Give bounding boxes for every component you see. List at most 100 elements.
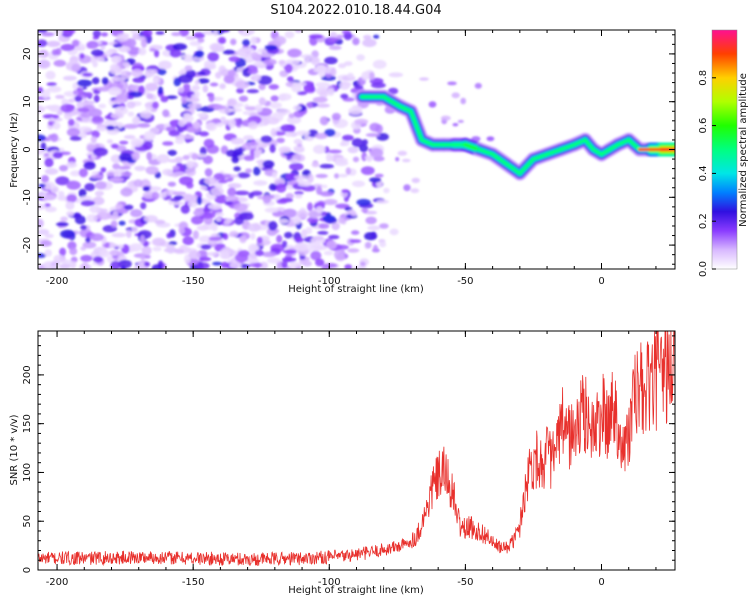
heatmap-cell — [90, 174, 104, 179]
heatmap-cell — [313, 144, 326, 154]
heatmap-cell — [247, 223, 261, 232]
heatmap-cell — [224, 195, 239, 202]
heatmap-cell — [331, 112, 341, 121]
heatmap-cell — [77, 79, 92, 87]
heatmap-cell — [191, 215, 204, 225]
heatmap-cell — [460, 97, 467, 105]
heatmap-cell — [327, 149, 342, 154]
heatmap-cell — [104, 242, 110, 249]
heatmap-cell — [208, 203, 223, 210]
heatmap-cell — [350, 212, 358, 217]
heatmap-cell — [258, 83, 266, 91]
heatmap-cell — [44, 157, 54, 168]
heatmap-cell — [98, 103, 107, 109]
heatmap-cell — [118, 220, 126, 226]
heatmap-cell — [166, 244, 176, 254]
heatmap-cell — [368, 72, 375, 81]
heatmap-cell — [105, 125, 115, 131]
heatmap-cell — [157, 86, 164, 95]
heatmap-cell — [315, 258, 325, 267]
heatmap-cell — [145, 82, 159, 92]
x-tick-label: -50 — [457, 577, 473, 588]
heatmap-cell — [331, 222, 340, 231]
heatmap-cell — [263, 58, 277, 66]
heatmap-cell — [183, 134, 195, 140]
heatmap-cell — [167, 181, 176, 187]
heatmap-cell — [109, 249, 118, 257]
heatmap-cell — [268, 183, 278, 191]
heatmap-cell — [133, 179, 143, 188]
heatmap-cell — [191, 85, 200, 91]
heatmap-cell — [81, 115, 91, 123]
colorbar-tick-label: 0.2 — [698, 213, 709, 229]
heatmap-cell — [114, 106, 129, 115]
heatmap-cell — [167, 159, 183, 163]
heatmap-cell — [192, 230, 199, 240]
heatmap-cell — [316, 206, 324, 214]
heatmap-cell — [307, 173, 314, 183]
spectrogram-ticks: -200 -150 -100 -50 0 20 10 0 -10 -20 — [22, 30, 675, 287]
heatmap-cell — [99, 249, 110, 258]
heatmap-cell — [197, 78, 210, 84]
heatmap-cell — [91, 116, 103, 123]
heatmap-cell — [38, 218, 44, 228]
heatmap-cell — [48, 134, 56, 139]
heatmap-cell — [206, 252, 218, 256]
heatmap-cell — [315, 64, 326, 73]
colorbar-tick-label: 0.4 — [698, 165, 709, 181]
heatmap-cell — [107, 172, 115, 177]
heatmap-cell — [42, 181, 56, 190]
heatmap-cell — [142, 30, 153, 37]
heatmap-cell — [78, 126, 92, 133]
heatmap-cell — [360, 166, 375, 176]
heatmap-cell — [167, 149, 177, 156]
heatmap-cell — [278, 146, 292, 154]
heatmap-cell — [402, 158, 411, 163]
heatmap-cell — [180, 204, 190, 214]
heatmap-cell — [38, 192, 47, 198]
heatmap-cell — [307, 202, 313, 212]
heatmap-cell — [370, 231, 377, 240]
heatmap-cell — [344, 61, 353, 66]
heatmap-cell — [66, 180, 81, 190]
heatmap-cell — [80, 246, 87, 251]
heatmap-cell — [246, 89, 259, 94]
signal-track-segment — [381, 94, 403, 109]
heatmap-cell — [333, 249, 345, 260]
heatmap-cell — [210, 186, 224, 197]
heatmap-cell — [38, 229, 50, 235]
heatmap-cell — [282, 208, 297, 218]
x-tick-label: -200 — [46, 577, 69, 588]
heatmap-cell — [183, 86, 191, 93]
heatmap-cell — [41, 175, 49, 183]
heatmap-cell — [60, 103, 75, 113]
heatmap-cell — [238, 95, 249, 102]
heatmap-cell — [185, 35, 196, 40]
heatmap-cell — [44, 249, 52, 257]
signal-track-segment — [490, 152, 509, 166]
y-tick-label: 200 — [22, 365, 33, 384]
heatmap-cell — [292, 105, 302, 111]
heatmap-cell — [447, 81, 457, 86]
heatmap-cell — [201, 211, 216, 219]
heatmap-cell — [282, 249, 297, 254]
heatmap-cell — [78, 89, 84, 98]
heatmap-cell — [363, 34, 372, 40]
signal-track-segment — [531, 152, 550, 162]
heatmap-cell — [289, 162, 304, 171]
heatmap-cell — [112, 163, 121, 170]
heatmap-cell — [239, 235, 247, 244]
heatmap-cell — [229, 230, 239, 237]
heatmap-cell — [227, 183, 242, 189]
heatmap-cell — [132, 77, 145, 83]
heatmap-cell — [242, 39, 251, 46]
heatmap-cell — [220, 116, 226, 121]
heatmap-cell — [261, 251, 277, 258]
heatmap-cell — [71, 63, 81, 73]
heatmap-cell — [80, 43, 86, 52]
heatmap-cell — [186, 160, 194, 169]
heatmap-cell — [310, 250, 322, 261]
heatmap-cell — [236, 87, 245, 94]
heatmap-cell — [321, 75, 336, 81]
